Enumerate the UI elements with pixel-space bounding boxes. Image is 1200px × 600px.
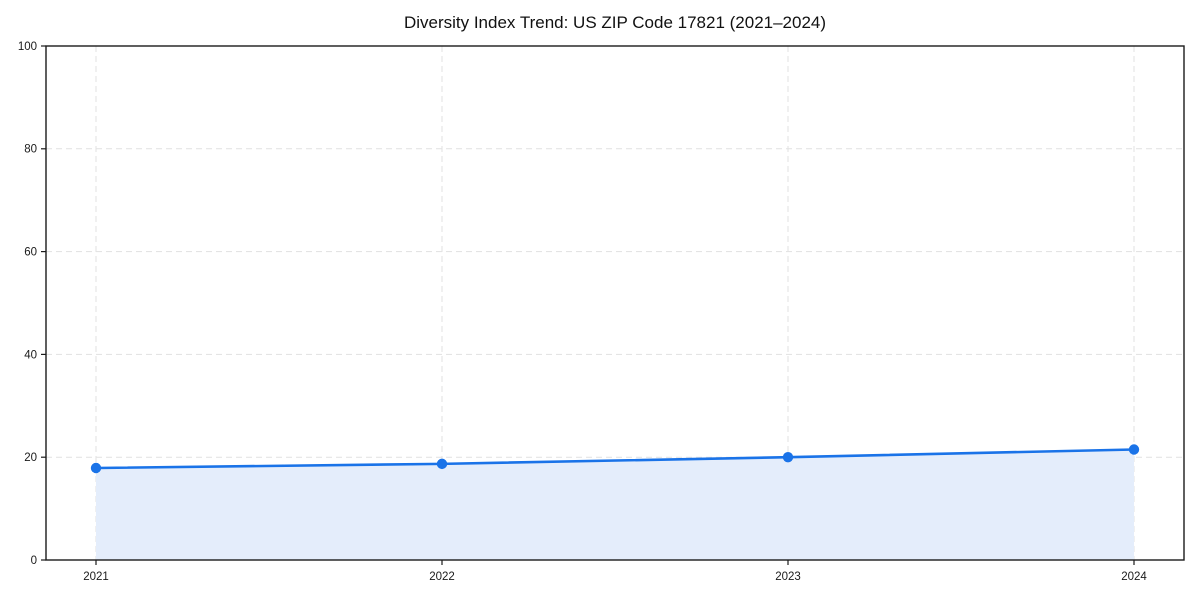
y-tick-label: 60 [24,247,37,259]
data-point-2024 [1128,444,1140,455]
data-point-2023 [782,452,794,463]
plot-border [45,45,1185,561]
x-tick-label: 2024 [1121,571,1147,583]
chart-title: Diversity Index Trend: US ZIP Code 17821… [403,13,827,32]
y-tick-label: 0 [31,555,37,567]
y-tick-label: 40 [24,349,37,361]
area-fill [96,449,1134,560]
x-tick-label: 2021 [83,571,109,583]
y-tick-label: 20 [24,452,37,464]
y-tick-label: 80 [24,144,37,156]
x-tick-label: 2022 [429,571,455,583]
data-point-2021 [90,462,102,474]
trend-line [94,448,1136,470]
data-point-2022 [436,458,448,470]
y-tick-label: 100 [18,41,37,53]
x-tick-label: 2023 [775,571,801,583]
